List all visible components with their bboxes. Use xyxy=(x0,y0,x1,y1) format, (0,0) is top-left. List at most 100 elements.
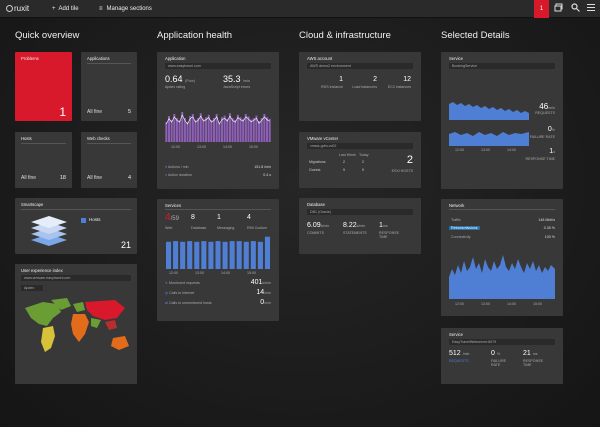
application-tile[interactable]: Application www.easytravel.com 0.64 (Poo… xyxy=(157,52,279,189)
js-errors-number: 35.3 xyxy=(223,74,241,84)
net-time-2: 13:00 xyxy=(481,302,490,306)
vmware-vcenter-tile[interactable]: VMware vCenter vmwa-gdm-vc02 Last Week T… xyxy=(299,132,421,188)
services-web-label: Web xyxy=(165,226,173,230)
service-failure-unit: % xyxy=(551,128,555,132)
smartscape-tile[interactable]: Smartscape Hosts 21 xyxy=(15,198,137,254)
db-count: 8 xyxy=(191,214,195,221)
js-errors-unit: /min xyxy=(243,79,250,83)
world-map xyxy=(25,298,129,352)
app-bar xyxy=(223,115,226,142)
rmi-count: 4 xyxy=(247,214,251,221)
smartscape-layers-icon xyxy=(31,216,67,246)
app-bar xyxy=(244,114,247,142)
web-checks-label: Web checks xyxy=(87,136,110,141)
link-icon: ⇄ xyxy=(165,301,169,305)
app-bar xyxy=(247,116,250,142)
service-response-value: 1s xyxy=(549,148,555,155)
booking-service-tile[interactable]: Service BookingService 12:00 13:00 14:00… xyxy=(441,52,563,189)
webserver-service-tile[interactable]: Service EasyTravelWebserver:8079 512 /mi… xyxy=(441,328,563,384)
database-tile[interactable]: Database DB1 (Oracle) 6.09k/min COMMITS … xyxy=(299,198,421,254)
database-name: DB1 (Oracle) xyxy=(307,209,413,215)
problems-badge-button[interactable]: 1 xyxy=(534,0,549,18)
service2-response-value: 21 ms xyxy=(523,350,538,357)
calls-internet-unit: /min xyxy=(264,291,271,295)
window-icon[interactable] xyxy=(554,0,563,18)
actions-label: Actions / min xyxy=(167,165,189,169)
service-bar xyxy=(243,241,249,269)
app-bar xyxy=(191,114,194,142)
actions-row: ● Actions / min xyxy=(165,165,189,169)
app-bar xyxy=(202,118,205,142)
monitored-requests-number: 401 xyxy=(250,279,263,286)
dashboard: Quick overview Application health Cloud … xyxy=(0,18,600,427)
problems-tile[interactable]: Problems 1 xyxy=(15,52,72,121)
top-bar: ruxit + Add tile ≡ Manage sections 1 xyxy=(0,0,600,18)
applications-tile[interactable]: Applications All fine 5 xyxy=(81,52,137,121)
requests-icon: ↯ xyxy=(165,281,169,285)
calls-internet-row: ◍ Calls to Internet xyxy=(165,291,194,295)
actions-value: 151.8 /min xyxy=(254,165,271,169)
aws-rds-label: RDS instance xyxy=(321,85,343,89)
app-bar xyxy=(228,113,231,142)
app-bar xyxy=(236,114,239,142)
sel-time-1: 12:00 xyxy=(455,148,464,152)
logo-text: ruxit xyxy=(14,4,30,13)
retransmissions-label[interactable]: Retransmissions xyxy=(449,226,480,230)
divider xyxy=(87,143,131,144)
manage-sections-button[interactable]: ≡ Manage sections xyxy=(99,0,152,18)
search-icon[interactable] xyxy=(571,0,580,18)
service-bar xyxy=(250,241,256,269)
service-bar xyxy=(236,241,242,269)
web-checks-tile[interactable]: Web checks All fine 4 xyxy=(81,132,137,188)
svc-time-1: 12:00 xyxy=(169,271,178,275)
guests-last: 9 xyxy=(343,168,345,172)
service2-label: Service xyxy=(449,332,463,337)
migrations-label: Migrations xyxy=(309,160,326,164)
guests-label: Guests xyxy=(309,168,321,172)
services-tile[interactable]: Services 4/59 Web 8 Database 1 Messaging… xyxy=(157,199,279,321)
menu-icon[interactable] xyxy=(587,0,595,18)
logo-icon xyxy=(6,5,13,12)
svc-time-4: 15:00 xyxy=(247,271,256,275)
application-label: Application xyxy=(165,56,186,61)
service-response-chart xyxy=(449,132,529,146)
app-bar xyxy=(197,118,200,142)
application-actions-chart xyxy=(165,112,271,142)
esxi-hosts-count: 2 xyxy=(406,154,413,166)
app-bar xyxy=(266,117,269,142)
network-tile[interactable]: Network Traffic 148 Mbit/s Retransmissio… xyxy=(441,199,563,316)
app-bar xyxy=(205,117,208,142)
app-bar xyxy=(252,118,255,142)
calls-internet-label: Calls to Internet xyxy=(169,291,195,295)
divider xyxy=(449,209,555,210)
web-checks-count: 4 xyxy=(127,175,131,181)
svc-time-3: 14:00 xyxy=(221,271,230,275)
net-time-1: 12:00 xyxy=(455,302,464,306)
hosts-tile[interactable]: Hosts All fine 18 xyxy=(15,132,72,188)
connectivity-label: Connectivity xyxy=(451,235,471,239)
calls-unmonitored-number: 0 xyxy=(260,299,265,306)
vmware-col-today: Today xyxy=(359,153,369,157)
ruxit-logo[interactable]: ruxit xyxy=(6,0,29,18)
user-experience-tile[interactable]: User experience index www.vmware.easytra… xyxy=(15,264,137,384)
service2-requests-unit: /min xyxy=(462,352,470,356)
add-tile-label: Add tile xyxy=(58,6,79,12)
hosts-status: All fine xyxy=(21,175,37,181)
db-commits-label: COMMITS xyxy=(307,231,324,235)
traffic-unit: Mbit/s xyxy=(545,218,555,222)
app-time-4: 15:00 xyxy=(249,145,258,149)
db-commits-unit: k/min xyxy=(320,224,330,228)
app-bar xyxy=(165,122,168,142)
aws-account-tile[interactable]: AWS account AWS demo2 environment 1 RDS … xyxy=(299,52,421,121)
calls-unmonitored-label: Calls to unmonitored hosts xyxy=(169,301,212,305)
esxi-hosts-label: ESXi HOSTS xyxy=(391,169,413,173)
db-statements-value: 8.22k/min xyxy=(343,222,365,229)
service-bar xyxy=(215,241,221,269)
uei-apdex-tag: Apdex xyxy=(21,285,43,291)
retransmissions-unit: % xyxy=(551,226,555,230)
db-response-value: 1ms xyxy=(379,222,388,229)
add-tile-button[interactable]: + Add tile xyxy=(52,0,79,18)
problems-badge-count: 1 xyxy=(539,6,544,12)
apdex-unit: (Poor) xyxy=(185,79,196,83)
service-bar xyxy=(201,241,207,269)
